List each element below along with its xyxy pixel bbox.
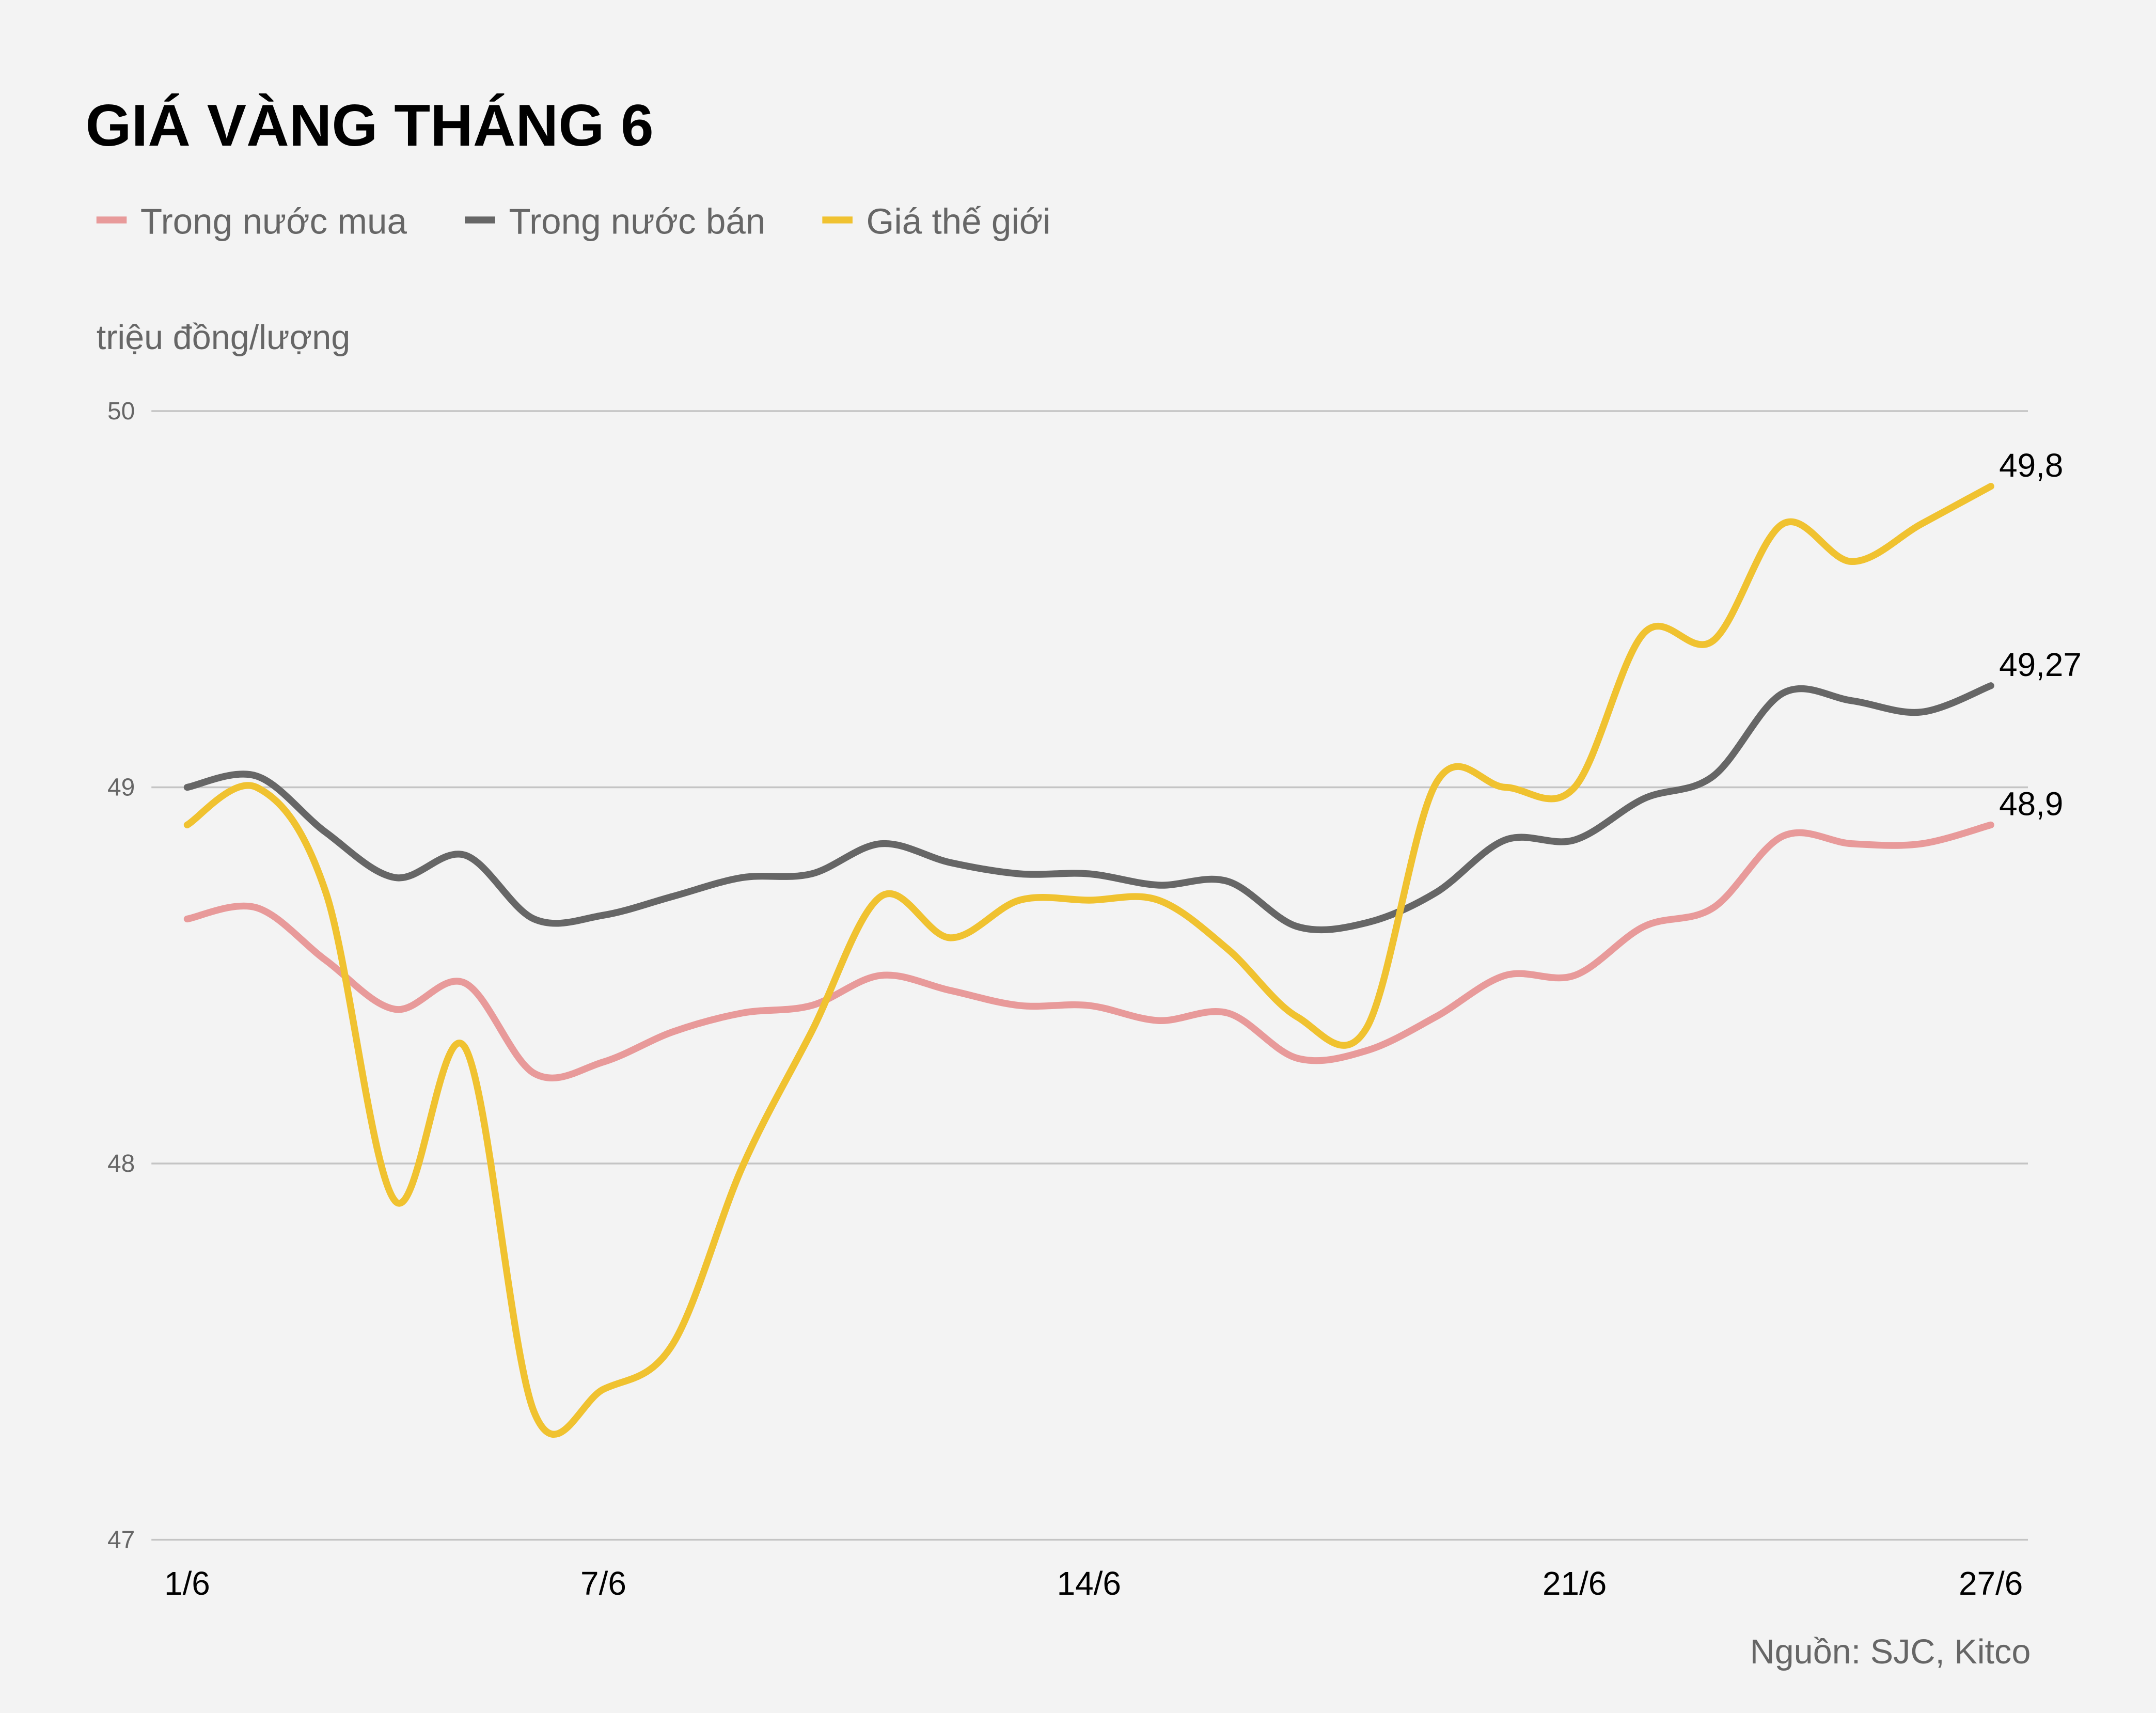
y-tick-label: 48 (107, 1150, 135, 1177)
legend-item: Giá thế giới (822, 201, 1051, 242)
legend-item: Trong nước mua (96, 201, 407, 242)
x-tick-label: 27/6 (1959, 1565, 2023, 1602)
source-note: Nguồn: SJC, Kitco (1750, 1633, 2031, 1671)
series-lines: 48,9 49,27 49,8 (183, 447, 2082, 1438)
end-value-label: 48,9 (1999, 785, 2063, 823)
series-line (183, 682, 1994, 934)
series-1: 48,9 (183, 785, 2063, 1081)
legend-item: Trong nước bán (465, 201, 765, 242)
legend: Trong nước mua Trong nước bán Giá thế giới (96, 201, 1051, 242)
grid: 50 49 48 47 (107, 398, 2028, 1554)
y-tick-label: 49 (107, 774, 135, 801)
y-tick-label: 47 (107, 1527, 135, 1554)
legend-label: Trong nước bán (509, 201, 765, 242)
end-value-label: 49,27 (1999, 646, 2082, 683)
x-tick-label: 21/6 (1543, 1565, 1607, 1602)
legend-label: Trong nước mua (140, 201, 407, 242)
x-tick-label: 1/6 (164, 1565, 210, 1602)
x-tick-label: 14/6 (1057, 1565, 1121, 1602)
series-3: 49,8 (183, 447, 2063, 1438)
y-tick-label: 50 (107, 398, 135, 425)
x-axis: 1/6 7/6 14/6 21/6 27/6 (164, 1565, 2023, 1602)
y-axis-label: triệu đồng/lượng (97, 319, 350, 357)
legend-label: Giá thế giới (867, 201, 1051, 242)
chart-title: GIÁ VÀNG THÁNG 6 (85, 92, 653, 159)
series-line (183, 483, 1994, 1438)
x-tick-label: 7/6 (580, 1565, 626, 1602)
end-value-label: 49,8 (1999, 447, 2063, 484)
series-2: 49,27 (183, 646, 2082, 934)
